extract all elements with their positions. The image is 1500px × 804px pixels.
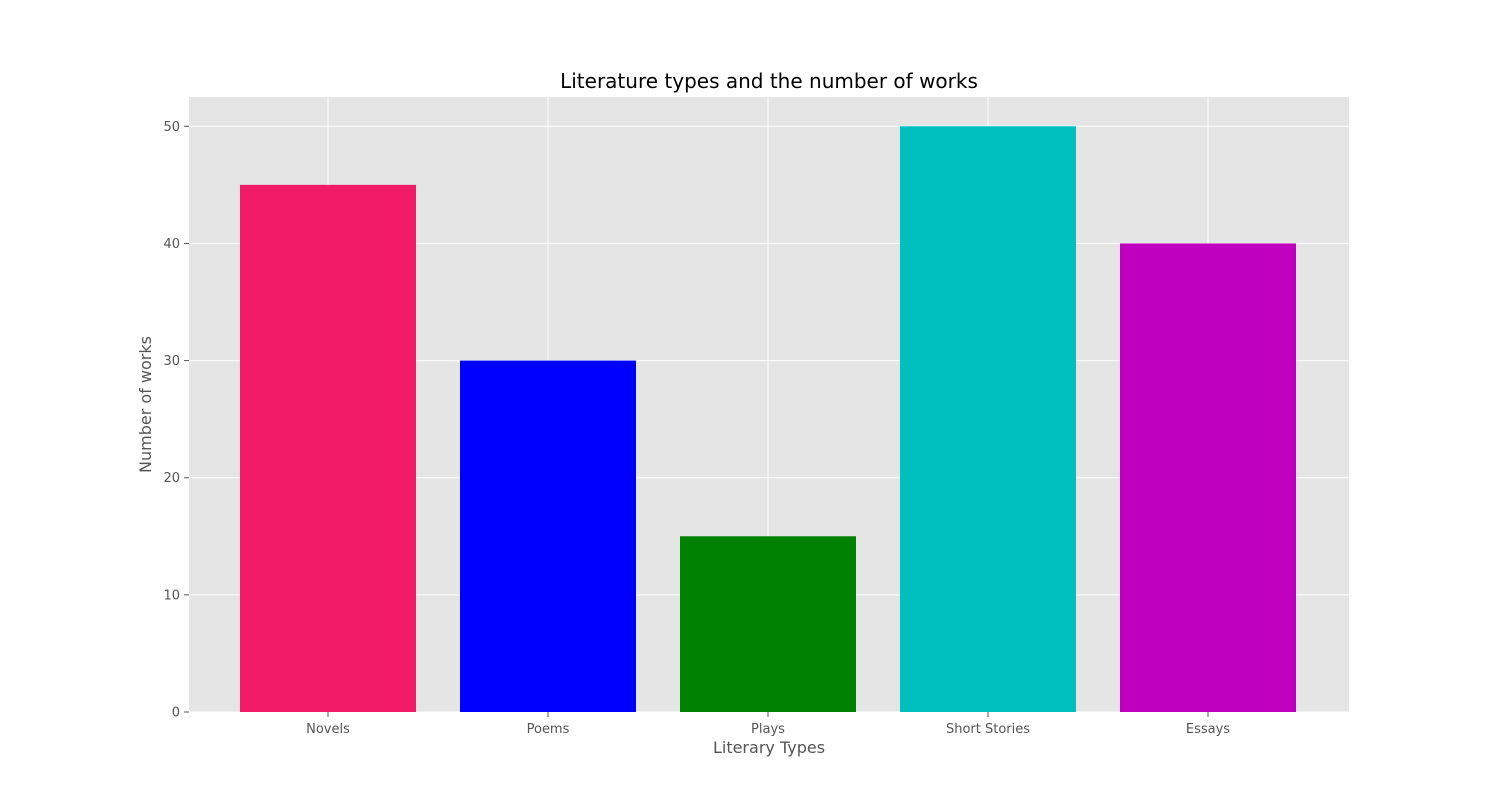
x-tick-label: Poems <box>527 722 570 737</box>
y-tick-label: 50 <box>163 120 180 135</box>
y-tick-label: 20 <box>163 471 180 486</box>
x-tick-label: Essays <box>1186 722 1230 737</box>
bar-poems <box>460 360 636 712</box>
x-tick-label: Short Stories <box>946 722 1030 737</box>
y-tick-label: 30 <box>163 354 180 369</box>
bar-novels <box>240 184 416 712</box>
x-axis-label: Literary Types <box>713 738 825 757</box>
bar-plays <box>680 536 856 712</box>
bar-essays <box>1120 243 1296 712</box>
x-tick-label: Novels <box>306 722 350 737</box>
bar-short-stories <box>900 126 1076 713</box>
chart-title: Literature types and the number of works <box>560 69 978 93</box>
bars-layer <box>240 126 1296 713</box>
y-tick-label: 0 <box>172 706 180 721</box>
x-tick-label: Plays <box>751 722 785 737</box>
ticks-layer: 0 10 20 30 40 50 Novels Poems Plays Short Stories… <box>163 120 1230 737</box>
y-axis-label: Number of works <box>136 336 155 473</box>
y-tick-label: 40 <box>163 237 180 252</box>
y-tick-label: 10 <box>163 588 180 603</box>
